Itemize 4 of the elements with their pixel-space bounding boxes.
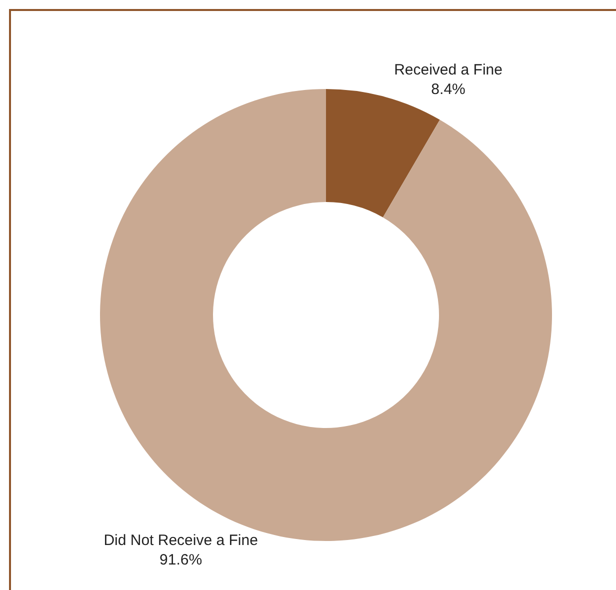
data-label: 8.4% [431, 81, 466, 98]
slice-label: Did Not Receive a Fine [104, 532, 258, 549]
data-label: 91.6% [160, 551, 202, 568]
slice-label: Received a Fine [394, 62, 502, 79]
